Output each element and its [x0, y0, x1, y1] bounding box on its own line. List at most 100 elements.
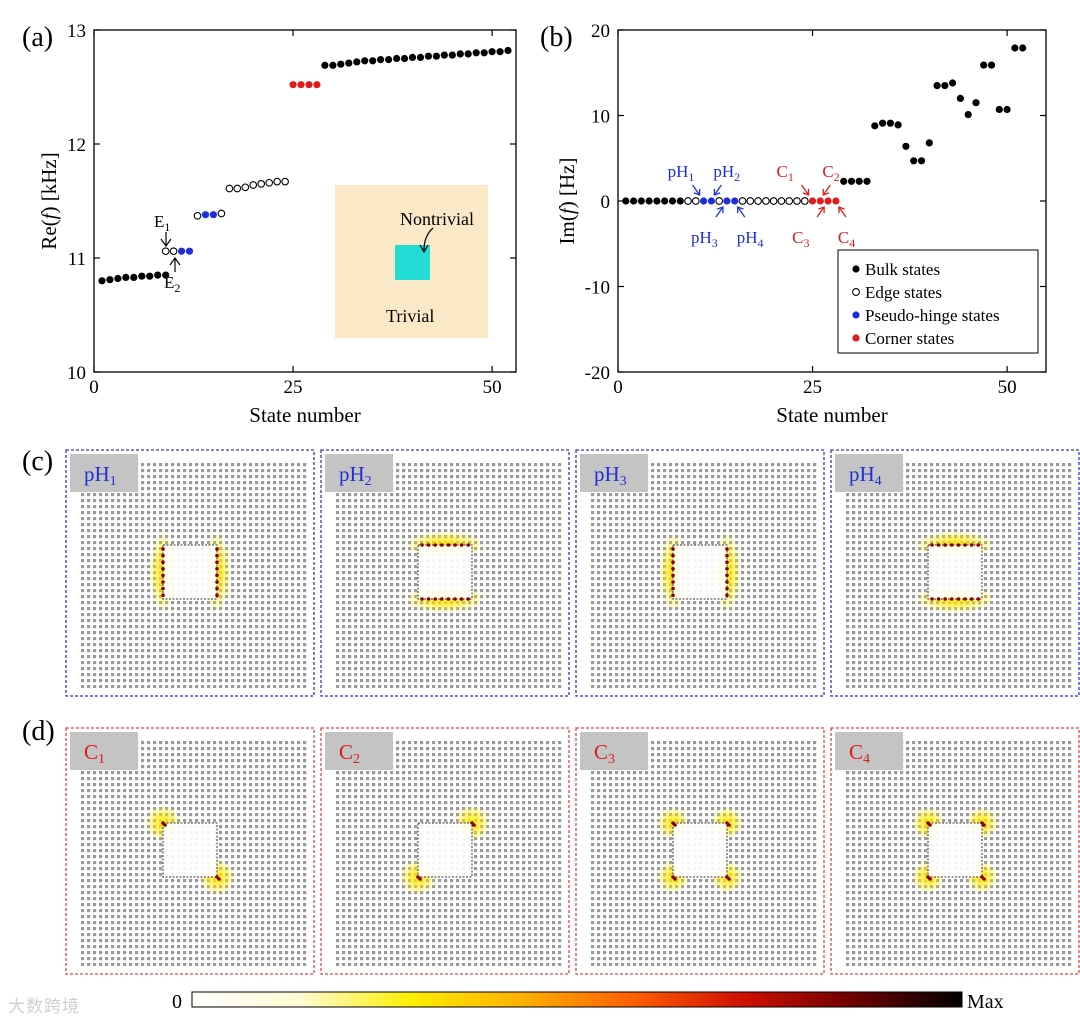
field-hotspot: [671, 586, 675, 591]
chart-b-point: [723, 197, 731, 205]
chart-a-point: [249, 181, 258, 189]
annotation-arrowhead: [838, 206, 845, 214]
field-hotspot: [440, 543, 444, 547]
field-hotspot: [928, 823, 932, 827]
chart-b-point: [668, 197, 677, 205]
map-label-tab: [835, 454, 903, 492]
chart-b-point: [622, 197, 630, 205]
chart-b-point: [894, 121, 902, 129]
field-hotspot: [420, 543, 424, 547]
field-hotspot: [440, 597, 444, 601]
inset-trivial-label: Trivial: [386, 306, 434, 326]
field-map-c2: C2: [320, 727, 570, 975]
field-hotspot: [215, 547, 219, 551]
field-hotspot: [727, 823, 731, 827]
field-hotspot: [725, 567, 729, 571]
field-hotspot: [466, 543, 471, 547]
chart-a-point: [193, 211, 202, 220]
chart-b-point: [777, 197, 786, 205]
panel-label-b: (b): [540, 22, 573, 53]
chart-b-point: [754, 197, 762, 205]
chart-a-point: [472, 49, 480, 57]
annotation-e1: E1: [154, 212, 172, 248]
annotation-arrow: [737, 206, 746, 218]
field-hotspot: [956, 543, 961, 547]
annotation-arrowhead: [737, 206, 744, 214]
chart-b-point: [661, 197, 669, 205]
field-maps: pH1 pH2 pH3 pH4 C1 C2 C3 C4: [65, 449, 1080, 975]
nontrivial-domain: [417, 822, 473, 878]
field-hotspot: [466, 597, 471, 601]
field-hotspot: [161, 586, 165, 591]
chart-a-xtick-label: 25: [284, 377, 303, 398]
chart-b-point: [738, 197, 747, 205]
field-hotspot: [725, 560, 729, 564]
annotation-arrow: [715, 206, 724, 218]
map-label-tab: [325, 732, 393, 770]
field-hotspot: [215, 593, 219, 597]
annotation-arrow: [713, 184, 722, 196]
field-hotspot: [426, 597, 431, 601]
chart-a-point: [345, 59, 353, 67]
chart-b-point: [816, 197, 824, 205]
map-label-tab: [835, 732, 903, 770]
chart-b-point: [684, 197, 692, 205]
field-hotspot: [163, 823, 167, 827]
field-hotspot: [215, 580, 219, 584]
field-hotspot: [446, 597, 451, 601]
field-hotspot: [956, 597, 961, 601]
field-hotspot: [950, 543, 954, 547]
field-hotspot: [976, 597, 980, 601]
legend-label-edge: Edge states: [865, 283, 942, 302]
chart-a-point: [281, 177, 289, 186]
chart-a-point: [154, 271, 162, 279]
field-hotspot: [671, 580, 675, 584]
nontrivial-domain: [927, 544, 983, 600]
annotation-arrow: [692, 184, 701, 196]
chart-a-point: [408, 53, 417, 62]
nontrivial-domain: [927, 822, 983, 878]
map-label-tab: [580, 454, 648, 492]
chart-b-point: [995, 105, 1003, 114]
chart-b-ticks: 0 25 50 -20 -10 0 10 20: [585, 21, 1046, 398]
colorbar-min-label: 0: [172, 991, 182, 1013]
chart-a-point: [297, 81, 305, 89]
annotation-arrowhead: [713, 188, 721, 196]
field-hotspot: [215, 573, 219, 578]
chart-a-point: [273, 177, 281, 186]
chart-a-point: [241, 183, 250, 192]
nontrivial-domain: [672, 544, 728, 600]
chart-b-point: [1011, 44, 1019, 52]
chart-a-point: [504, 46, 512, 55]
chart-b-ytick-label: -20: [585, 363, 610, 384]
field-hotspot: [215, 586, 219, 591]
chart-a-point: [257, 180, 266, 188]
map-label: C2: [339, 740, 360, 767]
field-hotspot: [161, 547, 165, 551]
legend-label-hinge: Pseudo-hinge states: [865, 306, 1000, 325]
legend-label-corner: Corner states: [865, 329, 954, 348]
field-map-ph2: pH2: [320, 449, 570, 697]
field-hotspot: [930, 543, 934, 547]
chart-a-ticks: 0 25 50 10 11 12 13: [67, 21, 516, 398]
chart-b-xtick-label: 25: [803, 377, 822, 398]
map-label-tab: [580, 732, 648, 770]
field-hotspot: [671, 560, 675, 564]
chart-a-point: [114, 274, 122, 283]
field-hotspot: [963, 597, 967, 601]
inset-arrow: [423, 227, 434, 251]
chart-a-point: [480, 49, 488, 57]
field-hotspot: [950, 597, 954, 601]
field-hotspot: [727, 877, 731, 881]
chart-b-point: [1003, 105, 1011, 114]
chart-b-point: [824, 197, 832, 205]
chart-b-ytick-label: -10: [585, 278, 610, 299]
annotation-e2: E2: [164, 256, 181, 295]
chart-b-point: [917, 157, 926, 165]
chart-b-xtick-label: 50: [998, 377, 1017, 398]
chart-a-point: [146, 272, 154, 280]
chart-b-point: [956, 94, 965, 102]
field-hotspot: [161, 553, 165, 558]
annotation-c2: C2: [822, 162, 839, 184]
